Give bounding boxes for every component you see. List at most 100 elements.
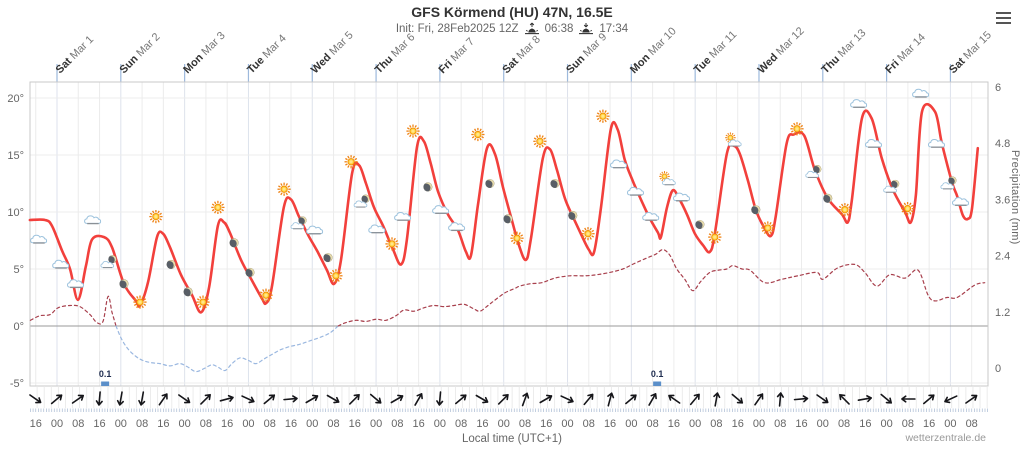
day-label: MonMar 3 — [181, 30, 227, 76]
x-tick-label: 08 — [136, 418, 148, 430]
sun-icon — [344, 155, 358, 169]
x-tick-label: 00 — [625, 418, 637, 430]
cloud-icon — [928, 138, 946, 148]
day-label: MonMar 10 — [628, 25, 679, 76]
cloud-icon — [368, 224, 386, 234]
weather-icon-cloud — [30, 234, 48, 244]
x-tick-label: 08 — [902, 418, 914, 430]
weather-icon-moon — [423, 182, 433, 192]
wind-arrow — [923, 394, 935, 405]
wind-arrow — [455, 394, 467, 405]
weather-icon-cloud — [306, 225, 324, 235]
x-tick-label: 08 — [455, 418, 467, 430]
weather-icon-moon-cloud — [353, 194, 370, 208]
weather-icon-cloud — [627, 186, 645, 196]
moon-icon — [485, 179, 495, 188]
wind-arrow — [754, 393, 764, 406]
weather-icon-cloud — [642, 211, 660, 221]
x-tick-label: 00 — [179, 418, 191, 430]
x-tick-label: 08 — [327, 418, 339, 430]
cloud-icon — [448, 222, 466, 232]
weather-icon-moon-cloud — [883, 179, 900, 193]
x-tick-label: 16 — [604, 418, 616, 430]
cloud-icon — [67, 279, 85, 289]
y-right-tick-label: 1.2 — [995, 307, 1010, 319]
x-tick-label: 00 — [944, 418, 956, 430]
weather-icon-sun — [471, 127, 485, 142]
hamburger-icon — [996, 11, 1011, 15]
wind-arrow — [521, 392, 530, 407]
moon-icon — [166, 259, 176, 269]
sun-icon — [790, 122, 804, 136]
weather-icon-cloud — [912, 88, 930, 98]
wind-arrow — [689, 393, 700, 406]
sun-icon — [510, 231, 524, 245]
wind-arrow — [857, 395, 873, 403]
cloud-icon — [52, 259, 70, 269]
cloud-icon — [642, 211, 660, 221]
weather-icon-sun — [196, 295, 210, 309]
x-tick-label: 16 — [157, 418, 169, 430]
cloud-icon — [727, 139, 742, 147]
wind-arrow — [793, 395, 809, 403]
x-tick-label: 08 — [646, 418, 658, 430]
cloud-icon — [662, 178, 676, 186]
plot-border — [29, 81, 989, 387]
wind-arrow — [583, 393, 594, 406]
cloud-icon — [610, 159, 628, 169]
day-label: TueMar 4 — [245, 32, 289, 76]
weather-icon-moon — [485, 179, 495, 188]
weather-icon-sun-cloud — [659, 171, 676, 186]
x-tick-label: 00 — [115, 418, 127, 430]
weather-icon-sun — [761, 221, 775, 235]
y-left-tick-label: 10° — [7, 207, 24, 219]
weather-icon-sun — [510, 231, 524, 245]
sun-icon — [196, 295, 210, 309]
wind-arrow — [839, 393, 850, 405]
x-tick-label: 00 — [370, 418, 382, 430]
x-tick-label: 08 — [519, 418, 531, 430]
wind-layer — [29, 386, 988, 412]
grid-layer — [29, 64, 989, 387]
weather-icon-sun — [277, 182, 291, 196]
weather-icon-sun — [149, 210, 163, 224]
x-tick-label: 00 — [306, 418, 318, 430]
cloud-icon — [353, 200, 368, 208]
x-tick-label: 08 — [264, 418, 276, 430]
wind-arrow — [414, 393, 423, 406]
y-left-tick-label: 5° — [13, 264, 24, 276]
weather-icon-sun — [581, 227, 595, 241]
wind-arrow — [560, 395, 574, 404]
x-tick-label: 00 — [498, 418, 510, 430]
moon-icon — [423, 182, 433, 192]
wind-arrow — [390, 394, 404, 404]
weather-icon-sun — [900, 202, 915, 216]
sun-icon — [211, 200, 225, 214]
right-axis-title: Precipitation (mm) — [1009, 150, 1021, 245]
wind-arrow — [713, 392, 721, 407]
weather-icon-cloud — [432, 205, 450, 214]
cloud-icon — [394, 211, 412, 221]
sun-icon — [596, 109, 610, 123]
wind-arrow — [326, 394, 340, 404]
cloud-icon — [30, 234, 48, 244]
day-label: SatMar 8 — [500, 34, 543, 77]
x-tick-label: 16 — [412, 418, 424, 430]
y-left-tick-label: -5° — [10, 378, 24, 390]
x-tick-label: 08 — [966, 418, 978, 430]
cloud-icon — [290, 222, 305, 230]
day-label: SatMar 1 — [54, 34, 97, 77]
precip-bar — [653, 381, 662, 386]
y-left-tick-label: 0° — [13, 321, 24, 333]
x-tick-label: 16 — [349, 418, 361, 430]
day-label: SunMar 9 — [564, 31, 609, 76]
sun-icon — [277, 182, 291, 196]
series-layer — [28, 102, 986, 373]
sun-icon — [133, 295, 147, 309]
wind-arrow — [475, 394, 489, 404]
wind-arrow — [880, 393, 892, 404]
wind-arrow — [263, 394, 276, 405]
chart-context-menu-button[interactable] — [994, 9, 1014, 27]
x-tick-label: 08 — [391, 418, 403, 430]
